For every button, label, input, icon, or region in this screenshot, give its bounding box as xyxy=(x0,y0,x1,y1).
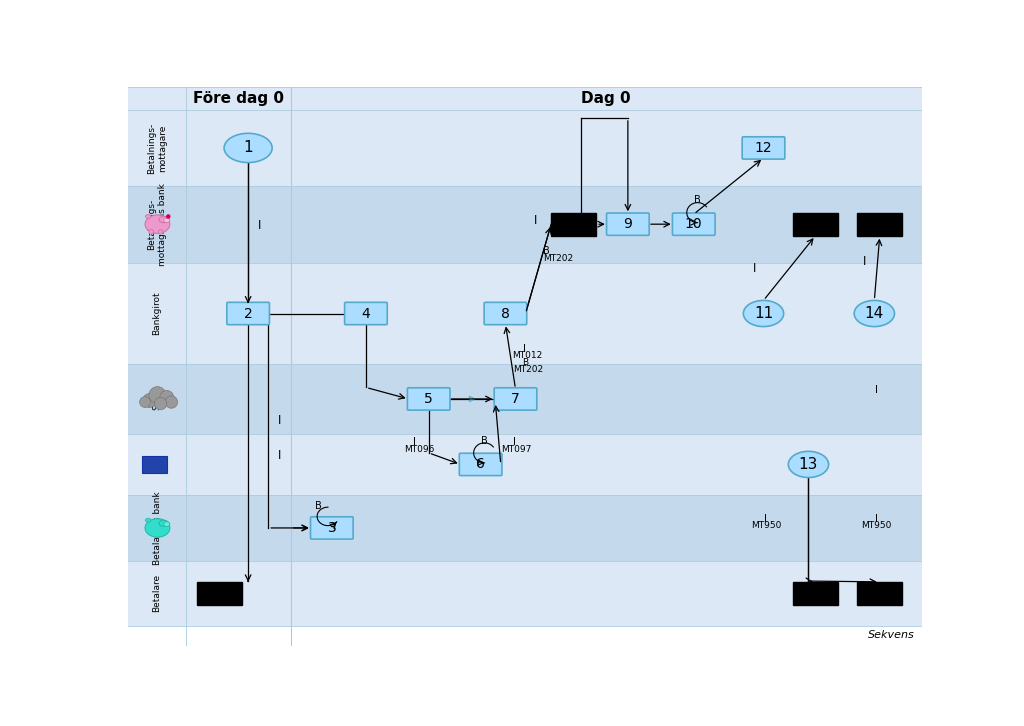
FancyBboxPatch shape xyxy=(606,213,649,235)
Circle shape xyxy=(148,229,154,234)
Text: I: I xyxy=(876,514,879,523)
Text: I: I xyxy=(258,219,261,232)
FancyBboxPatch shape xyxy=(742,136,784,159)
Ellipse shape xyxy=(145,518,151,522)
FancyBboxPatch shape xyxy=(310,517,353,539)
Text: I: I xyxy=(876,385,879,395)
Text: RIX: RIX xyxy=(153,457,162,472)
Text: MT950: MT950 xyxy=(751,521,781,530)
Ellipse shape xyxy=(145,518,170,537)
Bar xyxy=(793,582,838,605)
Text: 1: 1 xyxy=(244,140,253,155)
Text: I: I xyxy=(523,343,526,354)
Text: Betalare: Betalare xyxy=(153,574,162,613)
Text: 2: 2 xyxy=(244,306,253,320)
Text: Sekvens: Sekvens xyxy=(868,630,914,640)
Ellipse shape xyxy=(788,452,828,478)
Text: 8: 8 xyxy=(501,306,510,320)
Bar xyxy=(197,582,242,605)
Text: I: I xyxy=(278,415,281,427)
Bar xyxy=(551,213,596,236)
Text: 10: 10 xyxy=(685,217,702,231)
Text: I: I xyxy=(863,255,866,268)
Text: MT202: MT202 xyxy=(544,254,573,264)
Circle shape xyxy=(142,393,157,407)
FancyBboxPatch shape xyxy=(484,302,526,325)
Bar xyxy=(142,456,167,473)
Bar xyxy=(793,213,838,236)
Text: MT202: MT202 xyxy=(514,365,544,374)
Bar xyxy=(128,186,922,263)
Text: 7: 7 xyxy=(511,392,520,406)
Bar xyxy=(128,495,922,560)
Text: MT097: MT097 xyxy=(501,444,531,454)
Text: MT012: MT012 xyxy=(512,351,543,360)
Text: I: I xyxy=(764,514,767,523)
Circle shape xyxy=(159,229,163,234)
Bar xyxy=(857,213,902,236)
FancyBboxPatch shape xyxy=(226,302,269,325)
Text: Bankgirot: Bankgirot xyxy=(153,292,162,335)
Bar xyxy=(128,87,922,110)
Text: B: B xyxy=(522,358,527,367)
Bar xyxy=(128,110,922,186)
Text: B: B xyxy=(544,246,550,256)
Bar xyxy=(128,560,922,626)
FancyBboxPatch shape xyxy=(673,213,715,235)
Text: I: I xyxy=(534,214,538,227)
Text: Swift: Swift xyxy=(153,388,162,410)
Ellipse shape xyxy=(224,134,272,163)
Circle shape xyxy=(148,387,166,404)
Text: Betalnings-
mottagare: Betalnings- mottagare xyxy=(147,122,167,174)
FancyBboxPatch shape xyxy=(408,388,450,410)
Text: I: I xyxy=(753,262,756,275)
Polygon shape xyxy=(469,396,475,401)
FancyBboxPatch shape xyxy=(460,453,502,476)
Ellipse shape xyxy=(743,301,783,327)
FancyBboxPatch shape xyxy=(345,302,387,325)
Circle shape xyxy=(160,391,174,404)
Ellipse shape xyxy=(164,218,170,223)
Text: I: I xyxy=(513,437,516,447)
Text: 9: 9 xyxy=(624,217,632,231)
Text: 11: 11 xyxy=(754,306,773,321)
Circle shape xyxy=(139,396,151,407)
Text: B: B xyxy=(481,436,487,446)
Bar xyxy=(128,364,922,433)
Bar xyxy=(857,582,902,605)
Circle shape xyxy=(165,396,177,408)
Text: MT096: MT096 xyxy=(404,444,434,454)
Bar xyxy=(128,263,922,364)
Text: 14: 14 xyxy=(864,306,884,321)
Text: B: B xyxy=(694,195,701,205)
Text: 6: 6 xyxy=(476,457,485,471)
Text: 5: 5 xyxy=(424,392,433,406)
Ellipse shape xyxy=(145,215,151,219)
Ellipse shape xyxy=(159,521,168,526)
Bar xyxy=(128,433,922,495)
Ellipse shape xyxy=(145,215,170,234)
Ellipse shape xyxy=(164,522,170,526)
Text: Före dag 0: Före dag 0 xyxy=(193,91,284,106)
Text: Betalarens bank: Betalarens bank xyxy=(153,491,162,565)
Text: 4: 4 xyxy=(361,306,371,320)
Ellipse shape xyxy=(854,301,895,327)
Text: I: I xyxy=(414,437,416,447)
Text: I: I xyxy=(279,449,282,462)
Text: 13: 13 xyxy=(799,457,818,472)
Text: 12: 12 xyxy=(755,141,772,155)
FancyBboxPatch shape xyxy=(495,388,537,410)
Text: 3: 3 xyxy=(328,521,336,535)
Text: B: B xyxy=(314,501,322,510)
Text: MT950: MT950 xyxy=(861,521,892,530)
Text: Betalnings-
mottagarens bank: Betalnings- mottagarens bank xyxy=(147,183,167,266)
Text: Dag 0: Dag 0 xyxy=(582,91,631,106)
Circle shape xyxy=(155,397,167,409)
Circle shape xyxy=(167,215,170,218)
Ellipse shape xyxy=(159,216,168,223)
